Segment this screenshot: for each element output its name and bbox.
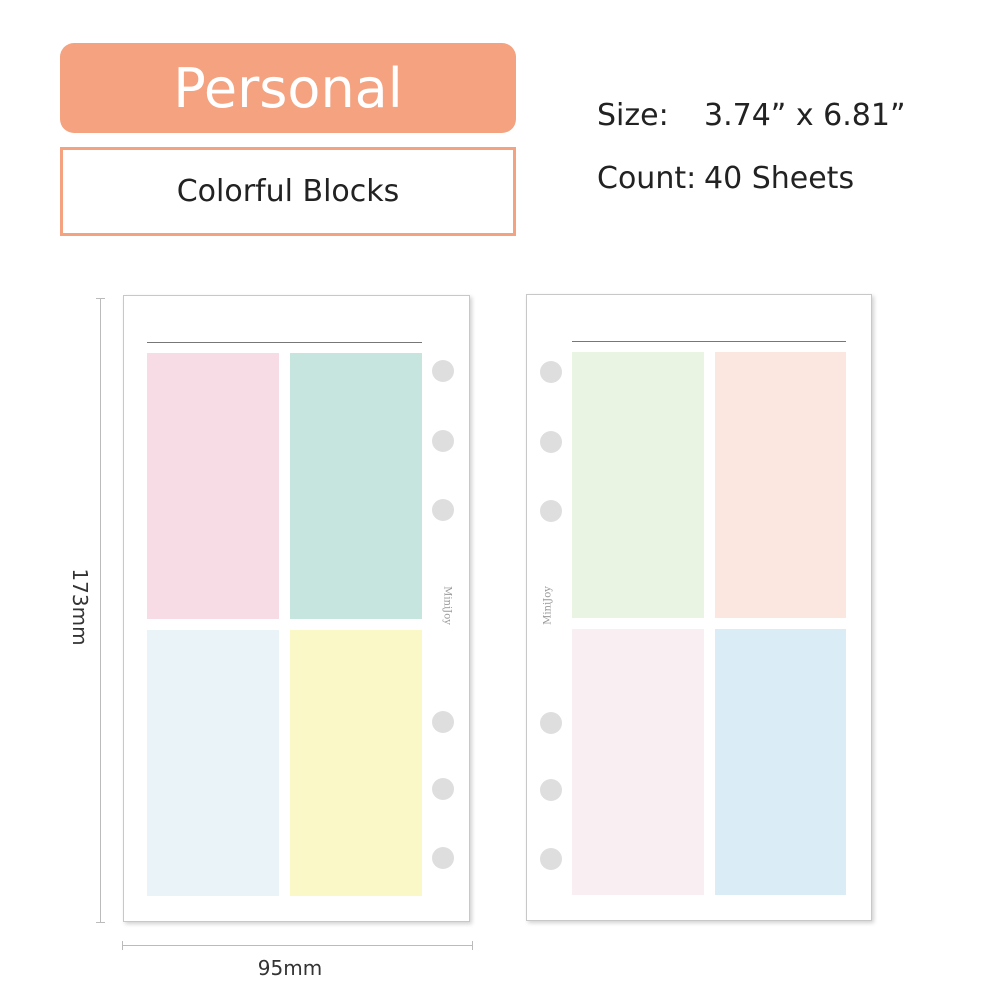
- punch-hole: [540, 779, 562, 801]
- height-dimension-line: [100, 298, 101, 922]
- subtitle-box: Colorful Blocks: [60, 147, 516, 236]
- dimension-tick: [96, 298, 105, 299]
- width-label: 95mm: [257, 956, 323, 980]
- brand-text: MiniJoy: [542, 586, 554, 625]
- punch-hole: [432, 499, 454, 521]
- teal-block: [290, 353, 422, 619]
- dimension-tick: [96, 922, 105, 923]
- dimension-tick: [122, 941, 123, 950]
- punch-hole: [540, 712, 562, 734]
- punch-hole: [432, 847, 454, 869]
- pink-block: [147, 353, 279, 619]
- punch-hole: [432, 778, 454, 800]
- green-block: [572, 352, 704, 618]
- count-label: Count:: [597, 161, 697, 196]
- punch-hole: [540, 848, 562, 870]
- light-blue-block: [147, 630, 279, 896]
- punch-hole: [540, 431, 562, 453]
- yellow-block: [290, 630, 422, 896]
- height-label: 173mm: [68, 568, 92, 646]
- header-line: [572, 341, 846, 342]
- width-dimension-line: [122, 945, 473, 946]
- punch-hole: [540, 361, 562, 383]
- peach-block: [715, 352, 846, 618]
- size-value: 3.74” x 6.81”: [704, 98, 906, 133]
- punch-hole: [432, 360, 454, 382]
- count-value: 40 Sheets: [704, 161, 855, 196]
- header-line: [147, 342, 422, 343]
- punch-hole: [540, 500, 562, 522]
- blue-block: [715, 629, 846, 895]
- punch-hole: [432, 430, 454, 452]
- light-pink-block: [572, 629, 704, 895]
- title-banner: Personal: [60, 43, 516, 133]
- brand-text: MiniJoy: [441, 586, 453, 625]
- punch-hole: [432, 711, 454, 733]
- dimension-tick: [472, 941, 473, 950]
- size-label: Size:: [597, 98, 669, 133]
